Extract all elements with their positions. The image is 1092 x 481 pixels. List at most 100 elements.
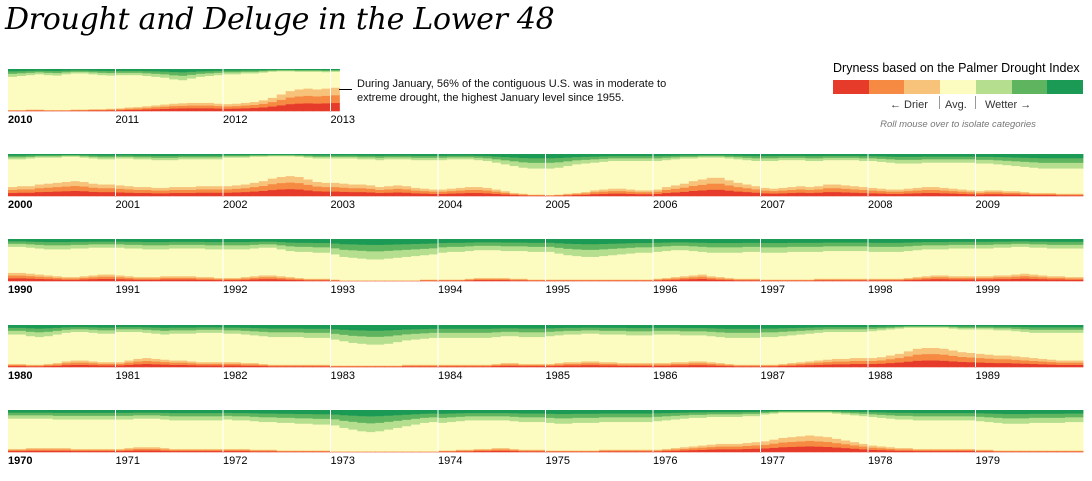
month-band[interactable] (742, 445, 752, 450)
month-band[interactable] (205, 332, 215, 363)
month-band[interactable] (88, 364, 98, 368)
month-band[interactable] (384, 429, 394, 452)
month-band[interactable] (724, 365, 735, 368)
month-band[interactable] (769, 336, 779, 365)
month-band[interactable] (912, 325, 923, 327)
month-band[interactable] (751, 337, 761, 365)
month-band[interactable] (249, 156, 260, 183)
month-band[interactable] (912, 416, 923, 421)
month-band[interactable] (1065, 325, 1075, 328)
month-band[interactable] (303, 69, 313, 71)
month-band[interactable] (930, 410, 941, 414)
legend-swatches[interactable] (833, 80, 1084, 94)
month-band[interactable] (545, 239, 555, 243)
month-band[interactable] (8, 410, 18, 413)
month-band[interactable] (160, 190, 170, 194)
month-band[interactable] (796, 157, 806, 161)
month-band[interactable] (599, 193, 609, 197)
month-band[interactable] (850, 279, 860, 281)
month-band[interactable] (787, 410, 797, 412)
month-band[interactable] (294, 176, 305, 184)
legend-swatch-severe-drought[interactable] (868, 80, 905, 94)
month-band[interactable] (214, 449, 224, 452)
month-band[interactable] (688, 331, 699, 336)
month-band[interactable] (106, 184, 116, 189)
month-band[interactable] (61, 278, 72, 280)
month-band[interactable] (133, 244, 143, 249)
month-band[interactable] (231, 363, 242, 366)
month-band[interactable] (796, 436, 806, 442)
month-band[interactable] (366, 251, 376, 260)
month-band[interactable] (859, 410, 869, 412)
month-band[interactable] (16, 365, 27, 368)
month-band[interactable] (751, 366, 761, 368)
month-band[interactable] (16, 275, 27, 279)
month-band[interactable] (240, 362, 251, 365)
month-band[interactable] (303, 95, 313, 104)
month-band[interactable] (151, 155, 161, 158)
month-band[interactable] (321, 154, 331, 156)
month-band[interactable] (805, 410, 815, 412)
month-band[interactable] (348, 155, 358, 157)
month-band[interactable] (679, 325, 690, 329)
month-band[interactable] (1029, 244, 1039, 248)
month-band[interactable] (769, 364, 779, 366)
month-band[interactable] (196, 69, 206, 72)
month-band[interactable] (626, 253, 636, 280)
month-band[interactable] (1020, 331, 1030, 358)
month-band[interactable] (169, 186, 179, 191)
month-band[interactable] (258, 451, 269, 453)
month-band[interactable] (8, 159, 18, 188)
month-band[interactable] (79, 279, 90, 282)
month-band[interactable] (527, 168, 537, 195)
month-band[interactable] (178, 448, 188, 451)
month-band[interactable] (294, 239, 305, 243)
month-band[interactable] (357, 244, 367, 251)
month-band[interactable] (169, 364, 179, 368)
month-band[interactable] (975, 449, 985, 451)
month-band[interactable] (169, 103, 179, 107)
month-band[interactable] (617, 154, 627, 157)
month-band[interactable] (984, 449, 994, 451)
month-band[interactable] (715, 336, 726, 364)
month-band[interactable] (850, 192, 860, 197)
month-band[interactable] (402, 249, 412, 257)
month-band[interactable] (635, 364, 645, 366)
month-band[interactable] (787, 157, 797, 161)
month-band[interactable] (1020, 329, 1030, 333)
month-band[interactable] (133, 331, 143, 359)
month-band[interactable] (527, 280, 537, 282)
month-band[interactable] (527, 413, 537, 418)
month-band[interactable] (312, 96, 322, 104)
month-band[interactable] (957, 191, 967, 194)
month-band[interactable] (249, 73, 260, 103)
month-band[interactable] (106, 365, 116, 368)
month-band[interactable] (455, 451, 466, 453)
month-band[interactable] (491, 332, 502, 338)
month-band[interactable] (214, 155, 224, 158)
month-band[interactable] (975, 163, 985, 192)
month-band[interactable] (796, 154, 806, 156)
month-band[interactable] (455, 366, 466, 368)
month-band[interactable] (429, 248, 439, 255)
month-band[interactable] (187, 333, 197, 362)
month-band[interactable] (160, 447, 170, 450)
month-band[interactable] (124, 241, 134, 245)
month-band[interactable] (97, 70, 107, 73)
month-band[interactable] (366, 410, 376, 417)
month-band[interactable] (169, 159, 179, 188)
month-band[interactable] (930, 241, 941, 246)
month-band[interactable] (518, 157, 528, 163)
month-band[interactable] (455, 190, 466, 194)
month-band[interactable] (670, 278, 681, 280)
month-band[interactable] (411, 255, 421, 281)
month-band[interactable] (975, 279, 985, 282)
month-band[interactable] (151, 446, 161, 449)
month-band[interactable] (993, 156, 1003, 161)
month-band[interactable] (178, 186, 188, 191)
month-band[interactable] (240, 154, 251, 157)
month-band[interactable] (742, 364, 752, 366)
month-band[interactable] (258, 449, 269, 451)
month-band[interactable] (258, 156, 269, 182)
month-band[interactable] (8, 448, 18, 451)
